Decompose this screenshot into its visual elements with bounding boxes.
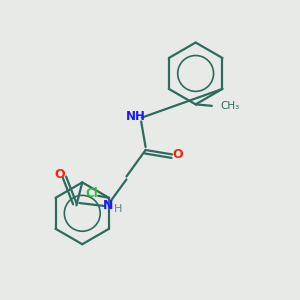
Text: NH: NH bbox=[126, 110, 146, 123]
Text: O: O bbox=[172, 148, 183, 161]
Text: H: H bbox=[113, 204, 122, 214]
Text: N: N bbox=[103, 200, 113, 212]
Text: CH₃: CH₃ bbox=[220, 101, 239, 111]
Text: O: O bbox=[54, 168, 65, 181]
Text: Cl: Cl bbox=[85, 187, 98, 200]
